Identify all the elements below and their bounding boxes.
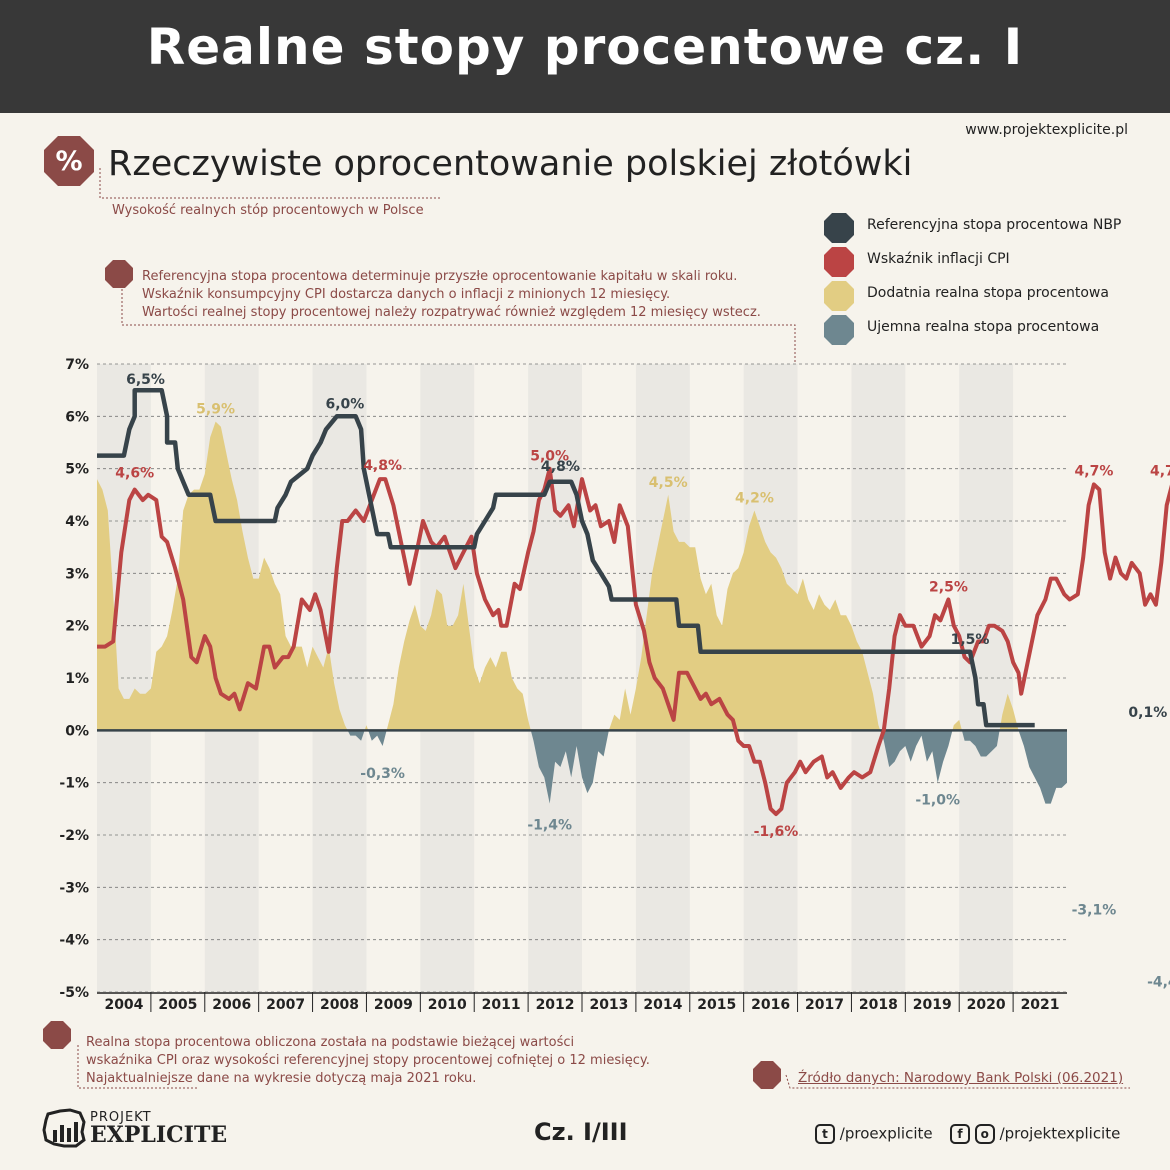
x-tick-label: 2017 [805,997,844,1013]
data-label: -4,4% [1147,975,1170,991]
x-tick-label: 2012 [536,997,575,1013]
data-label: 0,1% [1128,705,1167,721]
x-tick-label: 2014 [643,997,682,1013]
chart-headline: Rzeczywiste oprocentowanie polskiej złot… [108,144,913,184]
data-label: 1,5% [951,632,990,648]
cpi-line [97,466,1170,817]
data-source: Źródło danych: Narodowy Bank Polski (06.… [798,1070,1124,1086]
data-label: 4,8% [541,459,580,475]
x-tick-label: 2015 [697,997,736,1013]
source-marker-icon [753,1061,781,1089]
y-tick-label: 2% [65,619,89,635]
data-label: 4,5% [649,475,688,491]
twitter-handle[interactable]: t /proexplicite [815,1124,933,1144]
x-tick-label: 2019 [913,997,952,1013]
data-label: 4,8% [363,458,402,474]
intro-note-line: Wskaźnik konsumpcyjny CPI dostarcza dany… [142,287,671,302]
logo-text-bottom: EXPLICITE [90,1122,228,1148]
title-bar [0,0,1170,113]
y-tick-label: -2% [59,828,89,844]
methodology-note: Realna stopa procentowa obliczona został… [86,1034,650,1088]
x-tick-label: 2005 [158,997,197,1013]
note-marker-icon [43,1021,71,1049]
y-tick-label: -1% [59,776,89,792]
data-label: -3,1% [1072,903,1117,919]
facebook-instagram-handle-text: /projektexplicite [999,1124,1121,1143]
y-tick-label: -4% [59,933,89,949]
brand-logo: PROJEKT EXPLICITE [42,1108,227,1152]
methodology-note-line: Najaktualniejsze dane na wykresie dotycz… [86,1071,477,1086]
data-label: 4,2% [735,491,774,507]
y-tick-label: 7% [65,357,89,373]
percent-badge: % [44,136,94,186]
y-tick-label: -5% [59,985,89,1001]
data-label: 4,7% [1075,463,1114,479]
nbp-rate-line [97,387,1035,728]
legend-label: Referencyjna stopa procentowa NBP [867,217,1122,233]
data-label: 5,0% [530,449,569,465]
x-tick-label: 2007 [266,997,305,1013]
instagram-icon: o [974,1124,995,1144]
intro-note: Referencyjna stopa procentowa determinuj… [142,268,761,322]
twitter-handle-text: /proexplicite [839,1124,933,1143]
page-title: Realne stopy procentowe cz. I [146,18,1024,76]
facebook-icon: f [950,1124,970,1144]
legend-item-nbp: Referencyjna stopa procentowa NBP [823,212,1121,243]
x-tick-label: 2018 [859,997,898,1013]
x-tick-label: 2020 [967,997,1006,1013]
methodology-note-line: wskaźnika CPI oraz wysokości referencyjn… [86,1053,650,1068]
data-label: 6,0% [325,396,364,412]
data-label: -0,3% [360,766,405,782]
intro-note-line: Wartości realnej stopy procentowej należ… [142,305,761,320]
y-tick-label: 5% [65,462,89,478]
note-marker-icon [105,260,133,288]
facebook-instagram-handle[interactable]: f o /projektexplicite [950,1124,1120,1144]
data-label: -1,0% [915,793,960,809]
x-tick-label: 2021 [1021,997,1060,1013]
percent-symbol: % [55,146,82,177]
data-label: 5,9% [196,402,235,418]
x-tick-label: 2009 [374,997,413,1013]
data-label: 4,6% [115,466,154,482]
chart-subheadline: Wysokość realnych stóp procentowych w Po… [112,203,424,218]
negative-real-rate-area [347,730,1067,804]
y-tick-label: 4% [65,514,89,530]
legend-label: Dodatnia realna stopa procentowa [867,285,1109,301]
x-tick-label: 2008 [320,997,359,1013]
methodology-note-line: Realna stopa procentowa obliczona został… [86,1035,575,1050]
y-tick-label: 6% [65,409,89,425]
data-label: 4,7% [1150,463,1170,479]
intro-note-line: Referencyjna stopa procentowa determinuj… [142,269,738,284]
x-tick-label: 2011 [482,997,521,1013]
legend-label: Wskaźnik inflacji CPI [867,251,1010,267]
x-tick-label: 2013 [589,997,628,1013]
x-tick-label: 2016 [751,997,790,1013]
logo-text-top: PROJEKT [90,1110,152,1125]
legend-label: Ujemna realna stopa procentowa [867,319,1100,335]
data-label: -1,4% [527,818,572,834]
part-label: Cz. I/III [534,1118,628,1146]
legend-item-cpi: Wskaźnik inflacji CPI [823,246,1010,277]
y-tick-label: 0% [65,723,89,739]
data-label: 6,5% [126,372,165,388]
legend-item-negative: Ujemna realna stopa procentowa [823,314,1099,345]
x-tick-label: 2010 [428,997,467,1013]
website-link[interactable]: www.projektexplicite.pl [965,122,1128,138]
legend-swatch-negative [824,315,854,345]
legend-item-positive: Dodatnia realna stopa procentowa [823,280,1109,311]
y-tick-label: -3% [59,880,89,896]
legend-swatch-cpi [824,247,854,277]
x-tick-label: 2004 [104,997,143,1013]
data-label: 2,5% [929,580,968,596]
poland-map-icon [42,1108,86,1148]
y-tick-label: 3% [65,566,89,582]
legend-swatch-positive [824,281,854,311]
legend-swatch-nbp [824,213,854,243]
data-label: -1,6% [754,824,799,840]
x-tick-label: 2006 [212,997,251,1013]
twitter-icon: t [815,1124,835,1144]
y-tick-label: 1% [65,671,89,687]
